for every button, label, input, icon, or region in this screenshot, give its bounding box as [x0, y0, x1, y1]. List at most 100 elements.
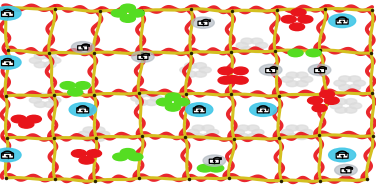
Circle shape [259, 64, 282, 76]
Circle shape [165, 93, 180, 101]
Circle shape [298, 15, 313, 23]
Circle shape [209, 164, 224, 172]
FancyBboxPatch shape [2, 12, 14, 16]
Circle shape [44, 101, 56, 108]
Circle shape [218, 67, 233, 75]
Circle shape [81, 109, 85, 111]
Circle shape [132, 51, 154, 62]
Circle shape [192, 125, 204, 131]
Circle shape [98, 131, 110, 137]
Circle shape [0, 148, 21, 162]
Circle shape [251, 38, 263, 44]
Circle shape [174, 98, 190, 106]
Circle shape [0, 6, 21, 20]
Circle shape [269, 70, 272, 71]
Circle shape [34, 62, 46, 68]
Circle shape [250, 103, 277, 116]
Circle shape [19, 121, 34, 128]
Circle shape [156, 98, 171, 106]
Circle shape [213, 160, 216, 162]
Circle shape [83, 127, 95, 133]
Circle shape [120, 15, 135, 22]
Circle shape [6, 62, 9, 64]
Circle shape [34, 53, 46, 59]
Circle shape [185, 63, 197, 69]
Circle shape [194, 63, 206, 69]
Circle shape [329, 148, 356, 162]
Circle shape [286, 72, 298, 78]
Circle shape [261, 109, 265, 111]
Circle shape [197, 109, 201, 111]
FancyBboxPatch shape [266, 68, 276, 73]
Circle shape [288, 49, 303, 57]
Circle shape [296, 81, 308, 87]
FancyBboxPatch shape [78, 46, 88, 50]
Circle shape [340, 21, 344, 22]
Circle shape [320, 90, 335, 98]
Circle shape [256, 42, 268, 48]
Circle shape [83, 136, 95, 142]
Circle shape [44, 62, 56, 68]
Circle shape [286, 134, 298, 140]
Circle shape [71, 150, 86, 157]
FancyBboxPatch shape [193, 108, 205, 113]
Circle shape [120, 149, 135, 156]
Circle shape [281, 129, 293, 135]
Circle shape [296, 125, 308, 131]
Circle shape [146, 100, 158, 106]
FancyBboxPatch shape [77, 108, 89, 113]
FancyBboxPatch shape [336, 19, 348, 24]
Circle shape [241, 47, 253, 53]
Circle shape [308, 97, 323, 104]
Circle shape [335, 98, 347, 105]
Circle shape [301, 129, 313, 135]
Circle shape [306, 49, 321, 57]
Circle shape [6, 155, 9, 157]
Circle shape [71, 42, 94, 53]
Circle shape [49, 57, 61, 64]
Circle shape [34, 101, 46, 108]
Circle shape [192, 17, 214, 28]
Circle shape [6, 13, 9, 15]
Circle shape [185, 71, 197, 77]
Circle shape [207, 129, 219, 135]
Circle shape [345, 107, 357, 113]
Circle shape [247, 134, 259, 140]
FancyBboxPatch shape [315, 68, 324, 73]
Circle shape [281, 15, 296, 23]
Circle shape [349, 76, 361, 82]
Circle shape [237, 125, 249, 131]
Circle shape [136, 91, 148, 97]
Circle shape [86, 150, 102, 157]
FancyBboxPatch shape [336, 153, 348, 158]
Circle shape [78, 131, 90, 137]
Circle shape [186, 103, 213, 116]
Circle shape [11, 115, 26, 123]
FancyBboxPatch shape [2, 61, 14, 66]
Circle shape [251, 47, 263, 53]
Circle shape [113, 153, 128, 161]
Circle shape [75, 82, 90, 89]
Circle shape [296, 134, 308, 140]
Circle shape [290, 23, 305, 31]
Circle shape [233, 77, 248, 84]
Circle shape [329, 14, 356, 28]
FancyBboxPatch shape [257, 108, 269, 113]
Circle shape [165, 104, 180, 111]
Circle shape [296, 72, 308, 78]
Circle shape [131, 95, 143, 101]
Circle shape [187, 129, 199, 135]
Circle shape [26, 115, 41, 123]
Circle shape [68, 88, 83, 96]
Circle shape [44, 93, 56, 99]
Circle shape [237, 134, 249, 140]
Circle shape [203, 155, 226, 166]
Circle shape [192, 134, 204, 140]
FancyBboxPatch shape [2, 153, 14, 158]
Circle shape [136, 100, 148, 106]
FancyBboxPatch shape [138, 55, 148, 60]
Circle shape [128, 153, 143, 161]
Circle shape [202, 134, 214, 140]
Circle shape [330, 103, 342, 109]
Circle shape [79, 156, 94, 164]
